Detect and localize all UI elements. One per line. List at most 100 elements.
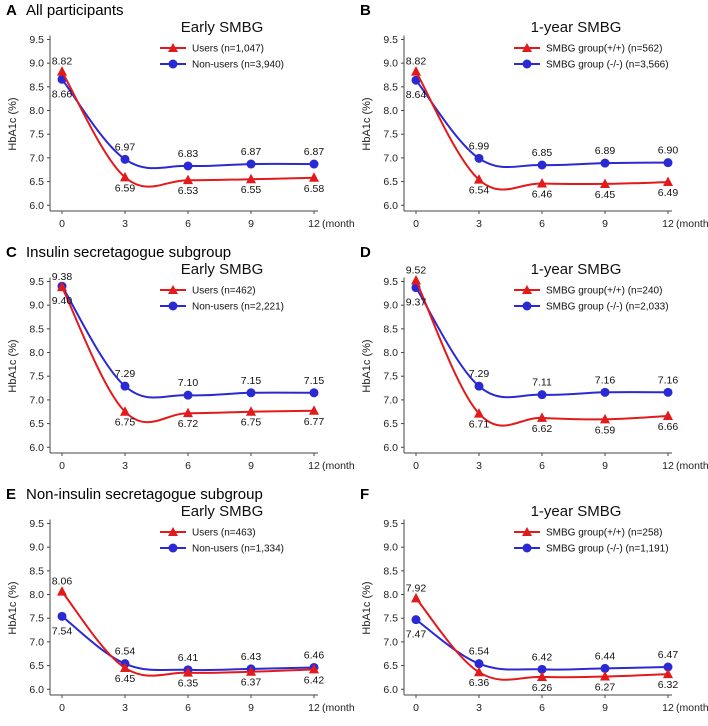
y-tick-label: 6.5 [383, 418, 398, 430]
value-label: 7.16 [658, 374, 679, 386]
y-tick-label: 8.5 [29, 81, 44, 93]
y-tick-label: 7.0 [383, 394, 398, 406]
y-axis-label: HbA1c (%) [361, 339, 373, 392]
data-point-triangle [309, 405, 319, 415]
x-tick-label: 3 [122, 218, 128, 230]
data-point-triangle [120, 171, 130, 182]
data-point-circle [411, 75, 421, 85]
value-label: 6.87 [304, 146, 325, 158]
data-point-circle [246, 388, 256, 398]
y-tick-label: 7.0 [383, 152, 398, 164]
data-point-circle [120, 381, 130, 391]
series-line [61, 286, 315, 424]
x-tick-label: 9 [248, 218, 254, 230]
data-point-circle [600, 158, 610, 168]
legend-label: SMBG group (-/-) (n=3,566) [546, 60, 669, 71]
data-point-circle [246, 159, 256, 169]
x-tick-label: 12 [308, 460, 320, 472]
value-label: 7.54 [52, 625, 73, 637]
y-tick-label: 9.0 [29, 300, 44, 312]
data-point-triangle [537, 671, 547, 681]
panel-letter-d: D [360, 244, 371, 261]
legend-marker-circle [168, 59, 178, 69]
y-axis-label: HbA1c (%) [361, 97, 373, 150]
y-tick-label: 6.0 [29, 442, 44, 454]
value-label: 6.55 [241, 184, 262, 196]
value-label: 6.59 [115, 182, 136, 194]
data-point-triangle [411, 275, 421, 285]
panel-letter-a: A [6, 2, 17, 19]
data-point-triangle [537, 177, 547, 188]
y-tick-label: 9.0 [29, 58, 44, 70]
value-label: 6.32 [658, 679, 679, 691]
x-tick-label: 9 [248, 702, 254, 714]
data-point-circle [120, 154, 130, 164]
chart-subtitle: Early SMBG [181, 503, 264, 520]
data-point-circle [474, 153, 484, 163]
value-label: 7.10 [178, 377, 199, 389]
x-tick-label: 6 [539, 218, 545, 230]
value-label: 8.64 [406, 89, 427, 101]
value-label: 6.75 [115, 417, 136, 429]
x-tick-label: 0 [413, 460, 419, 472]
panel-a: A All participants 6.0 6.5 7.0 7.5 8.0 8.5 9.0… [0, 0, 354, 242]
legend-label: Users (n=462) [192, 286, 256, 297]
y-tick-label: 7.5 [383, 371, 398, 383]
x-tick-label: 0 [413, 702, 419, 714]
x-tick-label: 9 [602, 218, 608, 230]
x-tick-label: 0 [413, 218, 419, 230]
y-axis-label: HbA1c (%) [7, 97, 19, 150]
value-label: 6.36 [469, 677, 490, 689]
value-label: 6.45 [595, 189, 616, 201]
data-point-circle [537, 664, 547, 674]
series-line [61, 285, 315, 399]
data-point-circle [663, 662, 673, 672]
x-tick-label: 0 [59, 218, 65, 230]
value-label: 8.82 [52, 56, 73, 68]
value-label: 6.99 [469, 140, 490, 152]
panel-heading-a: All participants [26, 2, 124, 19]
x-tick-label: 6 [539, 702, 545, 714]
value-label: 6.97 [115, 141, 136, 153]
data-point-triangle [57, 66, 67, 76]
value-label: 6.59 [595, 424, 616, 436]
value-label: 6.83 [178, 148, 199, 160]
value-label: 6.35 [178, 678, 199, 690]
data-point-triangle [183, 667, 193, 677]
x-tick-label: 3 [476, 460, 482, 472]
value-label: 6.75 [241, 417, 262, 429]
x-tick-label: 9 [602, 702, 608, 714]
value-label: 7.16 [595, 374, 616, 386]
value-label: 9.40 [52, 295, 73, 307]
legend-marker-circle [522, 543, 532, 553]
data-point-triangle [600, 670, 610, 681]
x-tick-label: 12 [308, 218, 320, 230]
legend-label: SMBG group(+/+) (n=562) [546, 44, 662, 55]
y-tick-label: 6.0 [29, 200, 44, 212]
legend-marker-triangle [168, 527, 178, 536]
chart-subtitle: Early SMBG [181, 261, 264, 278]
panel-heading-e: Non-insulin secretagogue subgroup [26, 486, 263, 503]
data-point-triangle [663, 668, 673, 679]
y-tick-label: 6.0 [383, 200, 398, 212]
panel-b: B 6.0 6.5 7.0 7.5 8.0 8.5 9.0 9.5 0 3 6 9 12(months)… [354, 0, 708, 242]
legend-label: SMBG group(+/+) (n=240) [546, 286, 662, 297]
x-axis-unit: (months) [322, 702, 354, 714]
value-label: 7.15 [304, 375, 325, 387]
legend-marker-circle [522, 59, 532, 69]
x-tick-label: 6 [185, 702, 191, 714]
y-tick-label: 6.0 [29, 684, 44, 696]
chart-d: 6.0 6.5 7.0 7.5 8.0 8.5 9.0 9.5 0 3 6 9 12(months) Hb… [361, 261, 708, 472]
y-tick-label: 7.5 [29, 613, 44, 625]
y-tick-label: 7.5 [383, 613, 398, 625]
x-tick-label: 3 [476, 218, 482, 230]
panel-letter-f: F [360, 486, 370, 503]
y-tick-label: 7.5 [383, 129, 398, 141]
value-label: 8.66 [52, 88, 73, 100]
x-axis-unit: (months) [676, 460, 708, 472]
value-label: 6.66 [658, 421, 679, 433]
x-tick-label: 9 [248, 460, 254, 472]
legend-marker-triangle [168, 285, 178, 294]
data-point-circle [309, 159, 319, 169]
chart-c: 6.0 6.5 7.0 7.5 8.0 8.5 9.0 9.5 0 3 6 9 12(months) Hb… [7, 261, 354, 472]
